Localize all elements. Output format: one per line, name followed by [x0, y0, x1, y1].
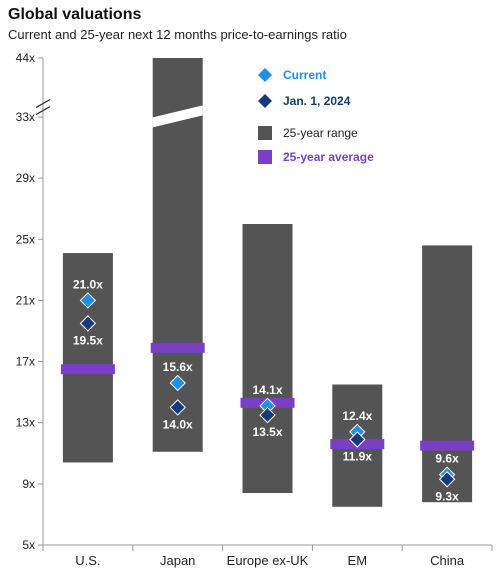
legend-swatch [258, 94, 272, 108]
jan-2024-point [438, 471, 456, 488]
y-tick-label: 29x [16, 171, 35, 185]
jan-2024-point [349, 431, 366, 448]
jan-2024-point [79, 315, 97, 332]
x-tick-label: Europe ex-UK [227, 553, 309, 568]
y-tick-label: 33x [16, 110, 35, 124]
jan-2024-point [169, 399, 186, 416]
range-bar [242, 224, 293, 494]
y-tick-label: 25x [16, 232, 35, 246]
legend-swatch [258, 150, 272, 164]
current-data-label: 15.6x [163, 360, 193, 374]
range-bar [422, 245, 473, 503]
y-tick-label: 17x [16, 355, 35, 369]
average-marker [150, 342, 205, 353]
axis-layer: 5x 9x 13x 17x 21x 25x 29x 33x 44x U.S. Japan Europe… [16, 51, 493, 568]
current-point [79, 292, 97, 309]
jan-2024-point [259, 406, 276, 424]
y-tick-label: 21x [16, 293, 35, 307]
y-tick-label: 9x [22, 477, 35, 491]
y-tick-label: 44x [16, 51, 35, 65]
legend-layer: Current Jan. 1, 2024 25-year range 25-year … [258, 68, 374, 164]
axis-break-mark [35, 106, 51, 116]
jan-2024-data-label: 19.5x [73, 333, 103, 347]
jan-2024-data-label: 9.3x [435, 489, 459, 503]
bar-break-mark [152, 105, 203, 128]
bars-layer [60, 58, 475, 507]
x-tick-label: Japan [160, 553, 195, 568]
legend-label: 25-year range [283, 126, 358, 140]
average-marker [60, 364, 115, 375]
y-tick-label: 5x [22, 538, 35, 552]
jan-2024-data-label: 11.9x [343, 450, 373, 464]
legend-label: Jan. 1, 2024 [283, 94, 351, 108]
y-tick-label: 13x [16, 416, 35, 430]
axis-break-mark [35, 99, 51, 109]
legend-swatch [258, 68, 272, 82]
current-data-label: 14.1x [252, 383, 282, 397]
x-tick-label: China [430, 553, 465, 568]
x-tick-label: EM [348, 553, 368, 568]
jan-2024-data-label: 14.0x [163, 417, 193, 431]
chart-subtitle: Current and 25-year next 12 months price… [8, 27, 347, 42]
marks-layer: 21.0x 19.5x 15.6x 14.0x 14.1x 13.5x 12.4x 11.9x… [73, 277, 459, 503]
current-data-label: 12.4x [342, 409, 372, 423]
x-tick-label: U.S. [75, 553, 100, 568]
range-bar [62, 253, 113, 463]
jan-2024-data-label: 13.5x [252, 425, 282, 439]
current-data-label: 9.6x [435, 452, 459, 466]
legend-swatch [258, 126, 272, 140]
chart-title: Global valuations [8, 6, 142, 23]
average-marker [420, 440, 475, 451]
current-point [169, 374, 186, 392]
current-data-label: 21.0x [73, 277, 103, 291]
legend-label: Current [283, 68, 326, 82]
legend-label: 25-year average [283, 150, 374, 164]
